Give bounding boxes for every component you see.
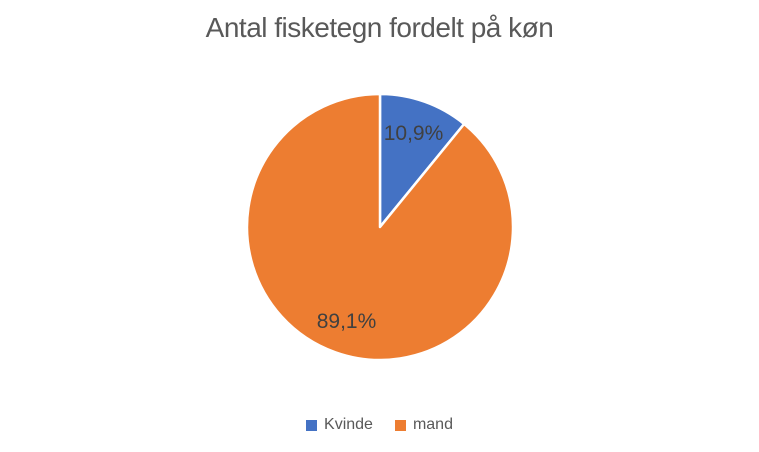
pie-slice-kvinde <box>378 92 466 229</box>
legend-item-mand: mand <box>394 416 453 434</box>
data-label-mand: 89,1% <box>317 310 377 333</box>
legend-label-kvinde: Kvinde <box>324 416 373 433</box>
legend: Kvinde mand <box>0 416 759 434</box>
legend-swatch-mand-icon <box>394 419 406 431</box>
legend-swatch-kvinde-icon <box>306 419 318 431</box>
legend-label-mand: mand <box>412 416 453 433</box>
pie-slice-mand <box>245 92 515 362</box>
chart-title: Antal fisketegn fordelt på køn <box>205 12 554 43</box>
data-label-kvinde: 10,9% <box>384 122 444 145</box>
legend-item-kvinde: Kvinde <box>306 416 373 434</box>
